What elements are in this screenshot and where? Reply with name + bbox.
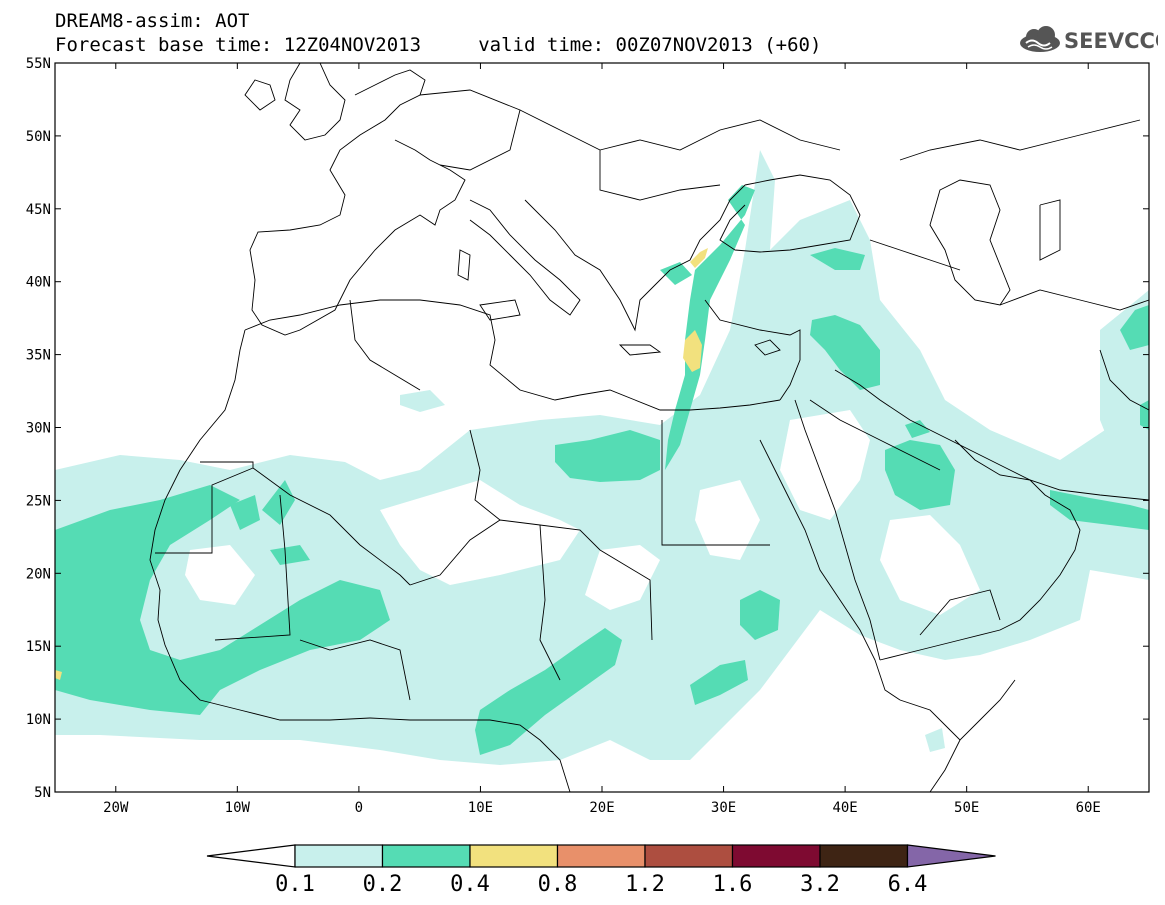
colorbar-label: 0.8 [538,872,578,897]
aot-colorbar-legend: 0.1 0.2 0.4 0.8 1.2 1.6 3.2 6.4 [206,844,996,897]
colorbar-label: 1.6 [713,872,753,897]
lat-tick-label: 15N [26,639,51,655]
coastlines-borders [149,63,1149,792]
lon-tick-label: 10E [468,800,493,816]
colorbar-swatch [294,844,384,868]
lat-tick-label: 50N [26,129,51,145]
aot-holes [185,410,980,615]
lon-tick-label: 60E [1076,800,1101,816]
lat-tick-label: 55N [26,56,51,72]
colorbar-swatch [469,844,559,868]
colorbar-arrow-high [906,844,996,868]
colorbar-label: 3.2 [800,872,840,897]
lat-tick-label: 10N [26,712,51,728]
lat-tick-label: 45N [26,202,51,218]
colorbar-label: 0.2 [363,872,403,897]
colorbar-label: 6.4 [888,872,928,897]
lat-tick-label: 35N [26,348,51,364]
lat-tick-label: 30N [26,421,51,437]
lon-tick-label: 20E [589,800,614,816]
latitude-axis: 5N 10N 15N 20N 25N 30N 35N 40N 45N 50N 55N [26,56,1149,801]
logo-text: SEEVCCC [1064,29,1158,53]
seevccc-logo: SEEVCCC [1018,26,1165,54]
lon-tick-label: 20W [103,800,129,816]
lat-tick-label: 40N [26,275,51,291]
colorbar-swatch [381,844,471,868]
colorbar-label: 0.1 [275,872,315,897]
colorbar-swatch [644,844,734,868]
colorbar-label: 0.4 [450,872,490,897]
map-title: DREAM8-assim: AOT [55,10,250,32]
colorbar-swatch [819,844,909,868]
aot-band-0.4-0.8 [55,248,708,680]
colorbar-swatch [731,844,821,868]
colorbar-arrow-low [206,844,296,868]
lat-tick-label: 20N [26,566,51,582]
colorbar-label: 1.2 [625,872,665,897]
lon-tick-label: 0 [355,800,363,816]
longitude-axis: 20W 10W 0 10E 20E 30E 40E 50E 60E [103,63,1101,816]
lon-tick-label: 30E [711,800,736,816]
lat-tick-label: 25N [26,493,51,509]
lon-tick-label: 40E [832,800,857,816]
cloud-icon [1020,26,1060,52]
lon-tick-label: 10W [225,800,251,816]
lat-tick-label: 5N [34,785,51,801]
map-subtitle-times: Forecast base time: 12Z04NOV2013 valid t… [55,34,822,56]
colorbar-swatch [556,844,646,868]
lon-tick-label: 50E [954,800,979,816]
